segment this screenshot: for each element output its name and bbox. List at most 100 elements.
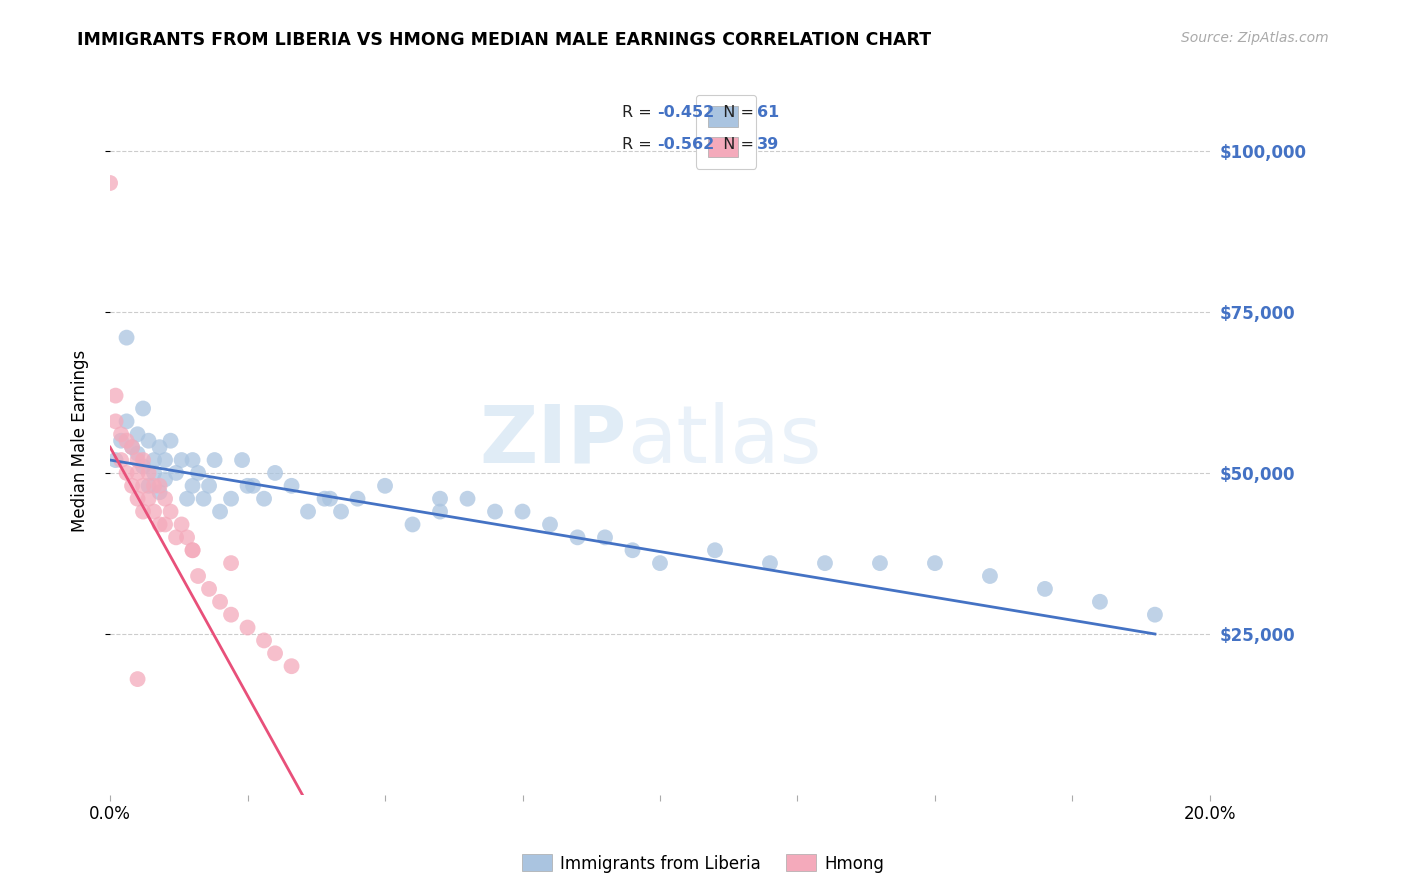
Point	[231, 453, 253, 467]
Point	[121, 440, 143, 454]
Point	[181, 453, 204, 467]
Point	[648, 556, 671, 570]
Point	[209, 595, 232, 609]
Point	[401, 517, 423, 532]
Point	[138, 491, 160, 506]
Point	[104, 414, 127, 428]
Point	[314, 491, 336, 506]
Point	[127, 672, 149, 686]
Point	[346, 491, 368, 506]
Point	[219, 607, 242, 622]
Point	[143, 505, 166, 519]
Point	[484, 505, 506, 519]
Point	[621, 543, 644, 558]
Point	[198, 582, 221, 596]
Point	[132, 453, 155, 467]
Point	[759, 556, 782, 570]
Point	[104, 453, 127, 467]
Text: N =: N =	[713, 137, 759, 153]
Text: -0.562: -0.562	[657, 137, 714, 153]
Point	[198, 479, 221, 493]
Point	[148, 440, 170, 454]
Point	[219, 491, 242, 506]
Point	[127, 466, 149, 480]
Point	[1088, 595, 1111, 609]
Point	[148, 479, 170, 493]
Legend: Immigrants from Liberia, Hmong: Immigrants from Liberia, Hmong	[515, 847, 891, 880]
Legend: , : ,	[696, 95, 756, 169]
Point	[1143, 607, 1166, 622]
Text: atlas: atlas	[627, 401, 821, 480]
Point	[869, 556, 891, 570]
Point	[132, 479, 155, 493]
Point	[264, 466, 287, 480]
Point	[115, 434, 138, 448]
Point	[170, 453, 193, 467]
Point	[127, 427, 149, 442]
Point	[512, 505, 534, 519]
Point	[127, 447, 149, 461]
Point	[181, 479, 204, 493]
Point	[253, 633, 276, 648]
Point	[193, 491, 215, 506]
Point	[143, 466, 166, 480]
Point	[374, 479, 396, 493]
Point	[242, 479, 264, 493]
Text: 39: 39	[756, 137, 779, 153]
Point	[115, 414, 138, 428]
Point	[1033, 582, 1056, 596]
Point	[538, 517, 561, 532]
Point	[121, 440, 143, 454]
Point	[457, 491, 479, 506]
Point	[429, 491, 451, 506]
Point	[148, 485, 170, 500]
Text: R =: R =	[621, 137, 657, 153]
Text: R =: R =	[621, 105, 657, 120]
Point	[153, 491, 176, 506]
Point	[219, 556, 242, 570]
Point	[181, 543, 204, 558]
Point	[429, 505, 451, 519]
Point	[209, 505, 232, 519]
Point	[115, 331, 138, 345]
Point	[170, 517, 193, 532]
Point	[264, 646, 287, 660]
Point	[132, 459, 155, 474]
Point	[253, 491, 276, 506]
Point	[814, 556, 837, 570]
Text: ZIP: ZIP	[479, 401, 627, 480]
Point	[115, 466, 138, 480]
Point	[132, 505, 155, 519]
Point	[176, 530, 198, 544]
Text: 61: 61	[756, 105, 779, 120]
Point	[567, 530, 589, 544]
Point	[110, 434, 132, 448]
Point	[280, 659, 302, 673]
Point	[319, 491, 342, 506]
Point	[153, 517, 176, 532]
Point	[121, 479, 143, 493]
Point	[165, 530, 187, 544]
Point	[132, 401, 155, 416]
Point	[153, 453, 176, 467]
Point	[165, 466, 187, 480]
Point	[138, 434, 160, 448]
Point	[138, 479, 160, 493]
Point	[104, 389, 127, 403]
Point	[593, 530, 616, 544]
Point	[297, 505, 319, 519]
Y-axis label: Median Male Earnings: Median Male Earnings	[72, 350, 89, 532]
Text: -0.452: -0.452	[657, 105, 714, 120]
Point	[979, 569, 1001, 583]
Text: IMMIGRANTS FROM LIBERIA VS HMONG MEDIAN MALE EARNINGS CORRELATION CHART: IMMIGRANTS FROM LIBERIA VS HMONG MEDIAN …	[77, 31, 931, 49]
Point	[704, 543, 727, 558]
Point	[127, 453, 149, 467]
Point	[110, 427, 132, 442]
Point	[153, 472, 176, 486]
Point	[159, 505, 181, 519]
Point	[187, 466, 209, 480]
Text: Source: ZipAtlas.com: Source: ZipAtlas.com	[1181, 31, 1329, 45]
Point	[204, 453, 226, 467]
Point	[148, 517, 170, 532]
Point	[236, 621, 259, 635]
